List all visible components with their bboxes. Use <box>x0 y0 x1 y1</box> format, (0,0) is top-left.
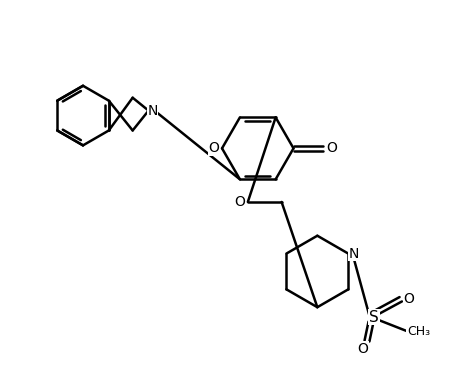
Text: O: O <box>403 292 414 306</box>
Text: O: O <box>234 195 245 209</box>
Text: O: O <box>326 142 337 155</box>
Text: O: O <box>209 142 220 155</box>
Text: O: O <box>358 342 369 356</box>
Text: S: S <box>369 310 379 325</box>
Text: N: N <box>147 103 158 118</box>
Text: N: N <box>349 247 360 261</box>
Text: CH₃: CH₃ <box>407 325 430 338</box>
